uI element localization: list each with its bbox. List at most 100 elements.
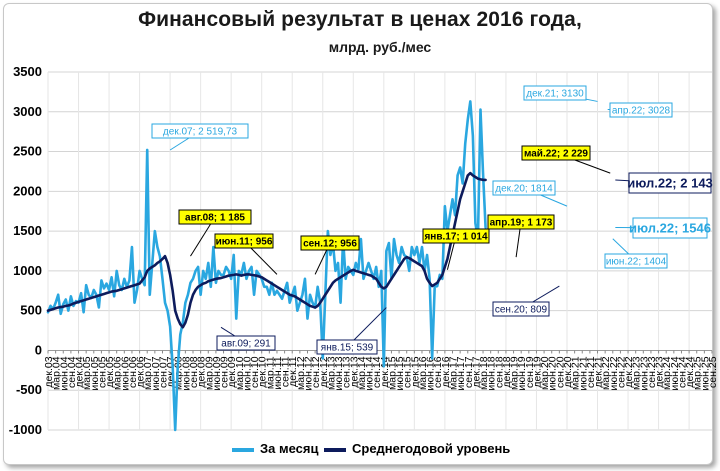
legend-label-monthly: За месяц — [260, 441, 319, 456]
annotation-box — [492, 301, 550, 317]
y-tick-label: 2500 — [13, 144, 42, 159]
annotation-callout: апр.19; 1 173 — [487, 214, 555, 258]
x-tick-label: июн.24 — [669, 356, 681, 390]
annotation-label: дек.07; 2 519,73 — [163, 127, 238, 138]
annotation-box — [521, 145, 591, 161]
annotation-label: дек.20; 1814 — [495, 184, 553, 195]
x-tick-label: дек.23 — [654, 356, 666, 387]
x-tick-label: сен.14 — [371, 356, 383, 388]
annotation-box — [609, 102, 673, 118]
x-tick-label: сен.17 — [463, 356, 475, 388]
y-tick-label: -1000 — [9, 422, 42, 437]
x-tick-label: сен.09 — [219, 356, 231, 388]
annotation-callout: июл.22; 1546 — [615, 217, 711, 239]
x-tick-label: дек.19 — [531, 356, 543, 387]
chart-subtitle: млрд. руб./мес — [328, 39, 432, 55]
x-tick-label: дек.16 — [440, 356, 452, 387]
annotation-label: июл.22; 1546 — [629, 221, 711, 236]
x-tick-label: дек.20 — [562, 356, 574, 387]
x-tick-label: сен.15 — [402, 356, 414, 388]
annotation-callout: авг.09; 291 — [216, 326, 276, 351]
x-tick-label: сен.06 — [127, 356, 139, 388]
annotation-label: апр.19; 1 173 — [490, 218, 553, 229]
x-tick-label: сен.20 — [554, 356, 566, 388]
x-tick-label: июн.11 — [272, 356, 284, 390]
x-tick-label: дек.11 — [287, 356, 299, 387]
x-tick-label: дек.18 — [501, 356, 513, 387]
annotation-callout: сен.20; 809 — [492, 285, 560, 317]
annotation-label: сен.20; 809 — [495, 305, 548, 316]
x-tick-label: сен.22 — [615, 356, 627, 388]
chart-title: Финансовый результат в ценах 2016 года, — [138, 8, 582, 31]
annotation-label: янв.17; 1 014 — [424, 232, 487, 243]
x-tick-label: сен.18 — [493, 356, 505, 388]
x-tick-label: сен.21 — [585, 356, 597, 388]
y-tick-label: 3500 — [13, 64, 42, 79]
annotation-label: янв.15; 539 — [321, 343, 374, 354]
x-tick-label: дек.06 — [135, 356, 147, 387]
x-tick-label: мар.05 — [81, 356, 93, 390]
annotation-callout: июл.22; 2 143 — [615, 172, 713, 194]
x-tick-label: сен.05 — [96, 356, 108, 388]
annotation-callout: янв.17; 1 014 — [422, 228, 490, 270]
annotation-callout: июн.22; 1404 — [604, 238, 668, 269]
x-tick-label: июн.16 — [425, 356, 437, 390]
x-tick-label: июн.25 — [699, 356, 711, 390]
annotation-box — [523, 85, 587, 101]
x-tick-label: сен.07 — [157, 356, 169, 388]
annotation-box — [628, 172, 712, 194]
legend-monthly: За месяц — [232, 441, 318, 456]
x-tick-label: июн.22 — [608, 356, 620, 390]
x-tick-label: июн.23 — [638, 356, 650, 390]
annotation-callout: апр.22; 3028 — [607, 102, 673, 118]
x-tick-label: мар.07 — [142, 356, 154, 390]
x-tick-label: дек.09 — [226, 356, 238, 387]
chart-frame — [3, 3, 713, 465]
annotations: дек.07; 2 519,73 авг.08; 1 185 авг.09; 291… — [151, 85, 713, 355]
x-tick-label: дек.24 — [684, 356, 696, 387]
x-tick-label: мар.24 — [661, 356, 673, 390]
x-tick-label: сен.23 — [646, 356, 658, 388]
annotation-callout: янв.15; 539 — [316, 307, 387, 355]
y-tick-label: 1500 — [13, 223, 42, 238]
y-tick-label: 1000 — [13, 263, 42, 278]
y-tick-label: 500 — [20, 303, 42, 318]
annotation-callout: дек.21; 3130 — [523, 85, 598, 102]
x-tick-label: мар.06 — [112, 356, 124, 390]
x-tick-label: дек.12 — [318, 356, 330, 387]
annotation-box — [178, 209, 252, 225]
annotation-label: июн.11; 956 — [216, 237, 273, 248]
x-tick-label: сен.19 — [524, 356, 536, 388]
x-tick-label: июн.10 — [241, 356, 253, 390]
y-tick-label: 3000 — [13, 104, 42, 119]
x-tick-label: сен.24 — [676, 356, 688, 388]
x-tick-label: июн.08 — [180, 356, 192, 390]
x-tick-label: мар.09 — [203, 356, 215, 390]
x-tick-label: июн.18 — [486, 356, 498, 390]
x-tick-label: июн.04 — [58, 356, 70, 390]
x-tick-label: июн.17 — [455, 356, 467, 390]
legend-swatch-monthly — [232, 447, 254, 452]
y-tick-label: -500 — [16, 382, 42, 397]
x-tick-label: мар.22 — [600, 356, 612, 390]
annotation-box — [300, 235, 360, 251]
x-tick-label: сен.04 — [66, 356, 78, 388]
annotation-box — [151, 123, 249, 139]
x-tick-label: мар.15 — [386, 356, 398, 390]
annotation-label: июн.22; 1404 — [606, 257, 667, 268]
x-tick-label: мар.04 — [51, 356, 63, 390]
x-tick-label: мар.25 — [692, 356, 704, 390]
annotation-label: авг.09; 291 — [221, 339, 271, 350]
annotation-box — [604, 253, 668, 269]
x-tick-label: дек.15 — [409, 356, 421, 387]
annotation-label: авг.08; 1 185 — [185, 213, 245, 224]
annotation-box — [632, 217, 708, 239]
x-tick-label: мар.16 — [417, 356, 429, 390]
x-tick-label: дек.17 — [470, 356, 482, 387]
x-tick-label: дек.21 — [593, 356, 605, 387]
x-tick-label: июн.14 — [364, 356, 376, 390]
series-lines — [46, 100, 487, 432]
annotation-callout: дек.07; 2 519,73 — [151, 123, 249, 151]
x-tick-label: мар.19 — [509, 356, 521, 390]
